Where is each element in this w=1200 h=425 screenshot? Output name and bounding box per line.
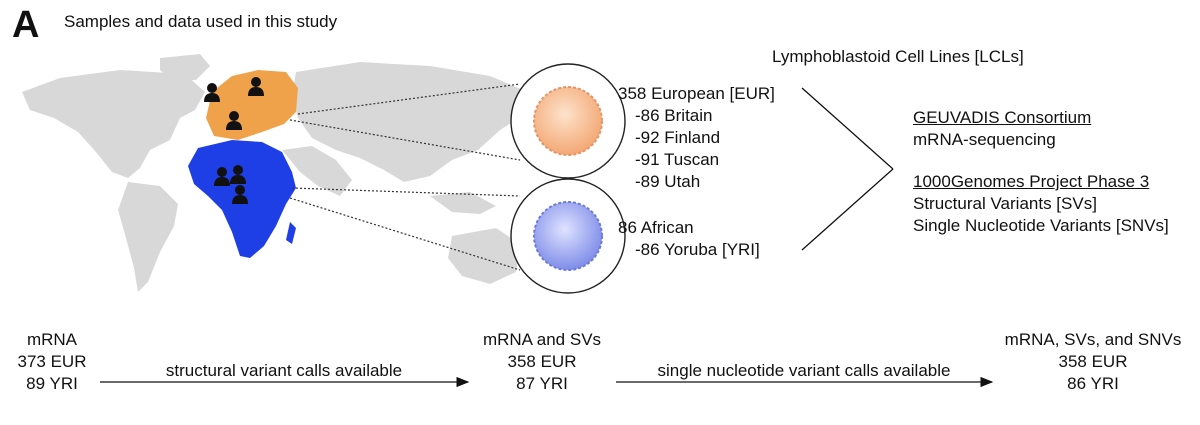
flow-step-3-title: mRNA, SVs, and SNVs xyxy=(1004,330,1182,349)
flow-step-2-eur: 358 EUR xyxy=(507,352,577,371)
australia xyxy=(448,228,520,284)
flow-step-2-title: mRNA and SVs xyxy=(482,330,602,349)
panel-letter: A xyxy=(12,4,40,46)
person-icon xyxy=(230,165,246,184)
person-icon xyxy=(232,185,248,204)
flow-step-1-yri: 89 YRI xyxy=(26,374,78,393)
north-america xyxy=(22,70,205,178)
subgroup-finland: -92 Finland xyxy=(635,128,721,147)
south-america xyxy=(118,182,178,292)
world-map xyxy=(12,52,532,300)
lcl-title: Lymphoblastoid Cell Lines [LCLs] xyxy=(772,47,1024,66)
flow-step-1-title: mRNA xyxy=(26,330,78,349)
flow-step-3: mRNA, SVs, and SNVs 358 EUR 86 YRI xyxy=(990,329,1196,395)
subgroup-yoruba: -86 Yoruba [YRI] xyxy=(635,240,760,259)
european-header: 358 European [EUR] xyxy=(618,84,775,103)
subgroup-utah: -89 Utah xyxy=(635,172,701,191)
snv-detail: Single Nucleotide Variants [SNVs] xyxy=(913,216,1169,235)
geuvadis-name: GEUVADIS Consortium xyxy=(913,108,1092,127)
panel-title: Samples and data used in this study xyxy=(64,12,338,31)
african-header: 86 African xyxy=(618,218,694,237)
thousand-genomes-source: 1000Genomes Project Phase 3 Structural V… xyxy=(913,171,1169,237)
flow-step-1: mRNA 373 EUR 89 YRI xyxy=(0,329,104,395)
merge-lines xyxy=(801,87,894,251)
greenland xyxy=(160,54,210,80)
flow-step-1-eur: 373 EUR xyxy=(17,352,87,371)
thousand-genomes-name: 1000Genomes Project Phase 3 xyxy=(913,172,1150,191)
madagascar-region xyxy=(286,222,296,244)
sv-detail: Structural Variants [SVs] xyxy=(913,194,1097,213)
european-population: 358 European [EUR] -86 Britain -92 Finla… xyxy=(618,83,775,193)
african-population: 86 African -86 Yoruba [YRI] xyxy=(618,217,760,261)
geuvadis-source: GEUVADIS Consortium mRNA-sequencing xyxy=(913,107,1091,151)
subgroup-britain: -86 Britain xyxy=(635,106,713,125)
flow-step-3-eur: 358 EUR xyxy=(1058,352,1128,371)
flow-step-3-yri: 86 YRI xyxy=(1067,374,1119,393)
person-icon xyxy=(214,167,230,186)
lymphoblastoid-cell-icon-eur xyxy=(510,63,626,179)
subgroup-tuscan: -91 Tuscan xyxy=(635,150,720,169)
person-icon xyxy=(204,83,220,102)
lymphoblastoid-cell-icon-afr xyxy=(510,178,626,294)
middle-east xyxy=(282,146,352,196)
flow-step-2-yri: 87 YRI xyxy=(516,374,568,393)
flow-step-2: mRNA and SVs 358 EUR 87 YRI xyxy=(467,329,617,395)
person-icon xyxy=(248,77,264,96)
geuvadis-detail: mRNA-sequencing xyxy=(913,130,1056,149)
asia xyxy=(292,62,528,182)
transition-label-2: single nucleotide variant calls availabl… xyxy=(657,361,951,380)
se-asia xyxy=(430,192,496,214)
transition-label-1: structural variant calls available xyxy=(165,361,403,380)
person-icon xyxy=(226,111,242,130)
region-connectors xyxy=(289,83,521,271)
